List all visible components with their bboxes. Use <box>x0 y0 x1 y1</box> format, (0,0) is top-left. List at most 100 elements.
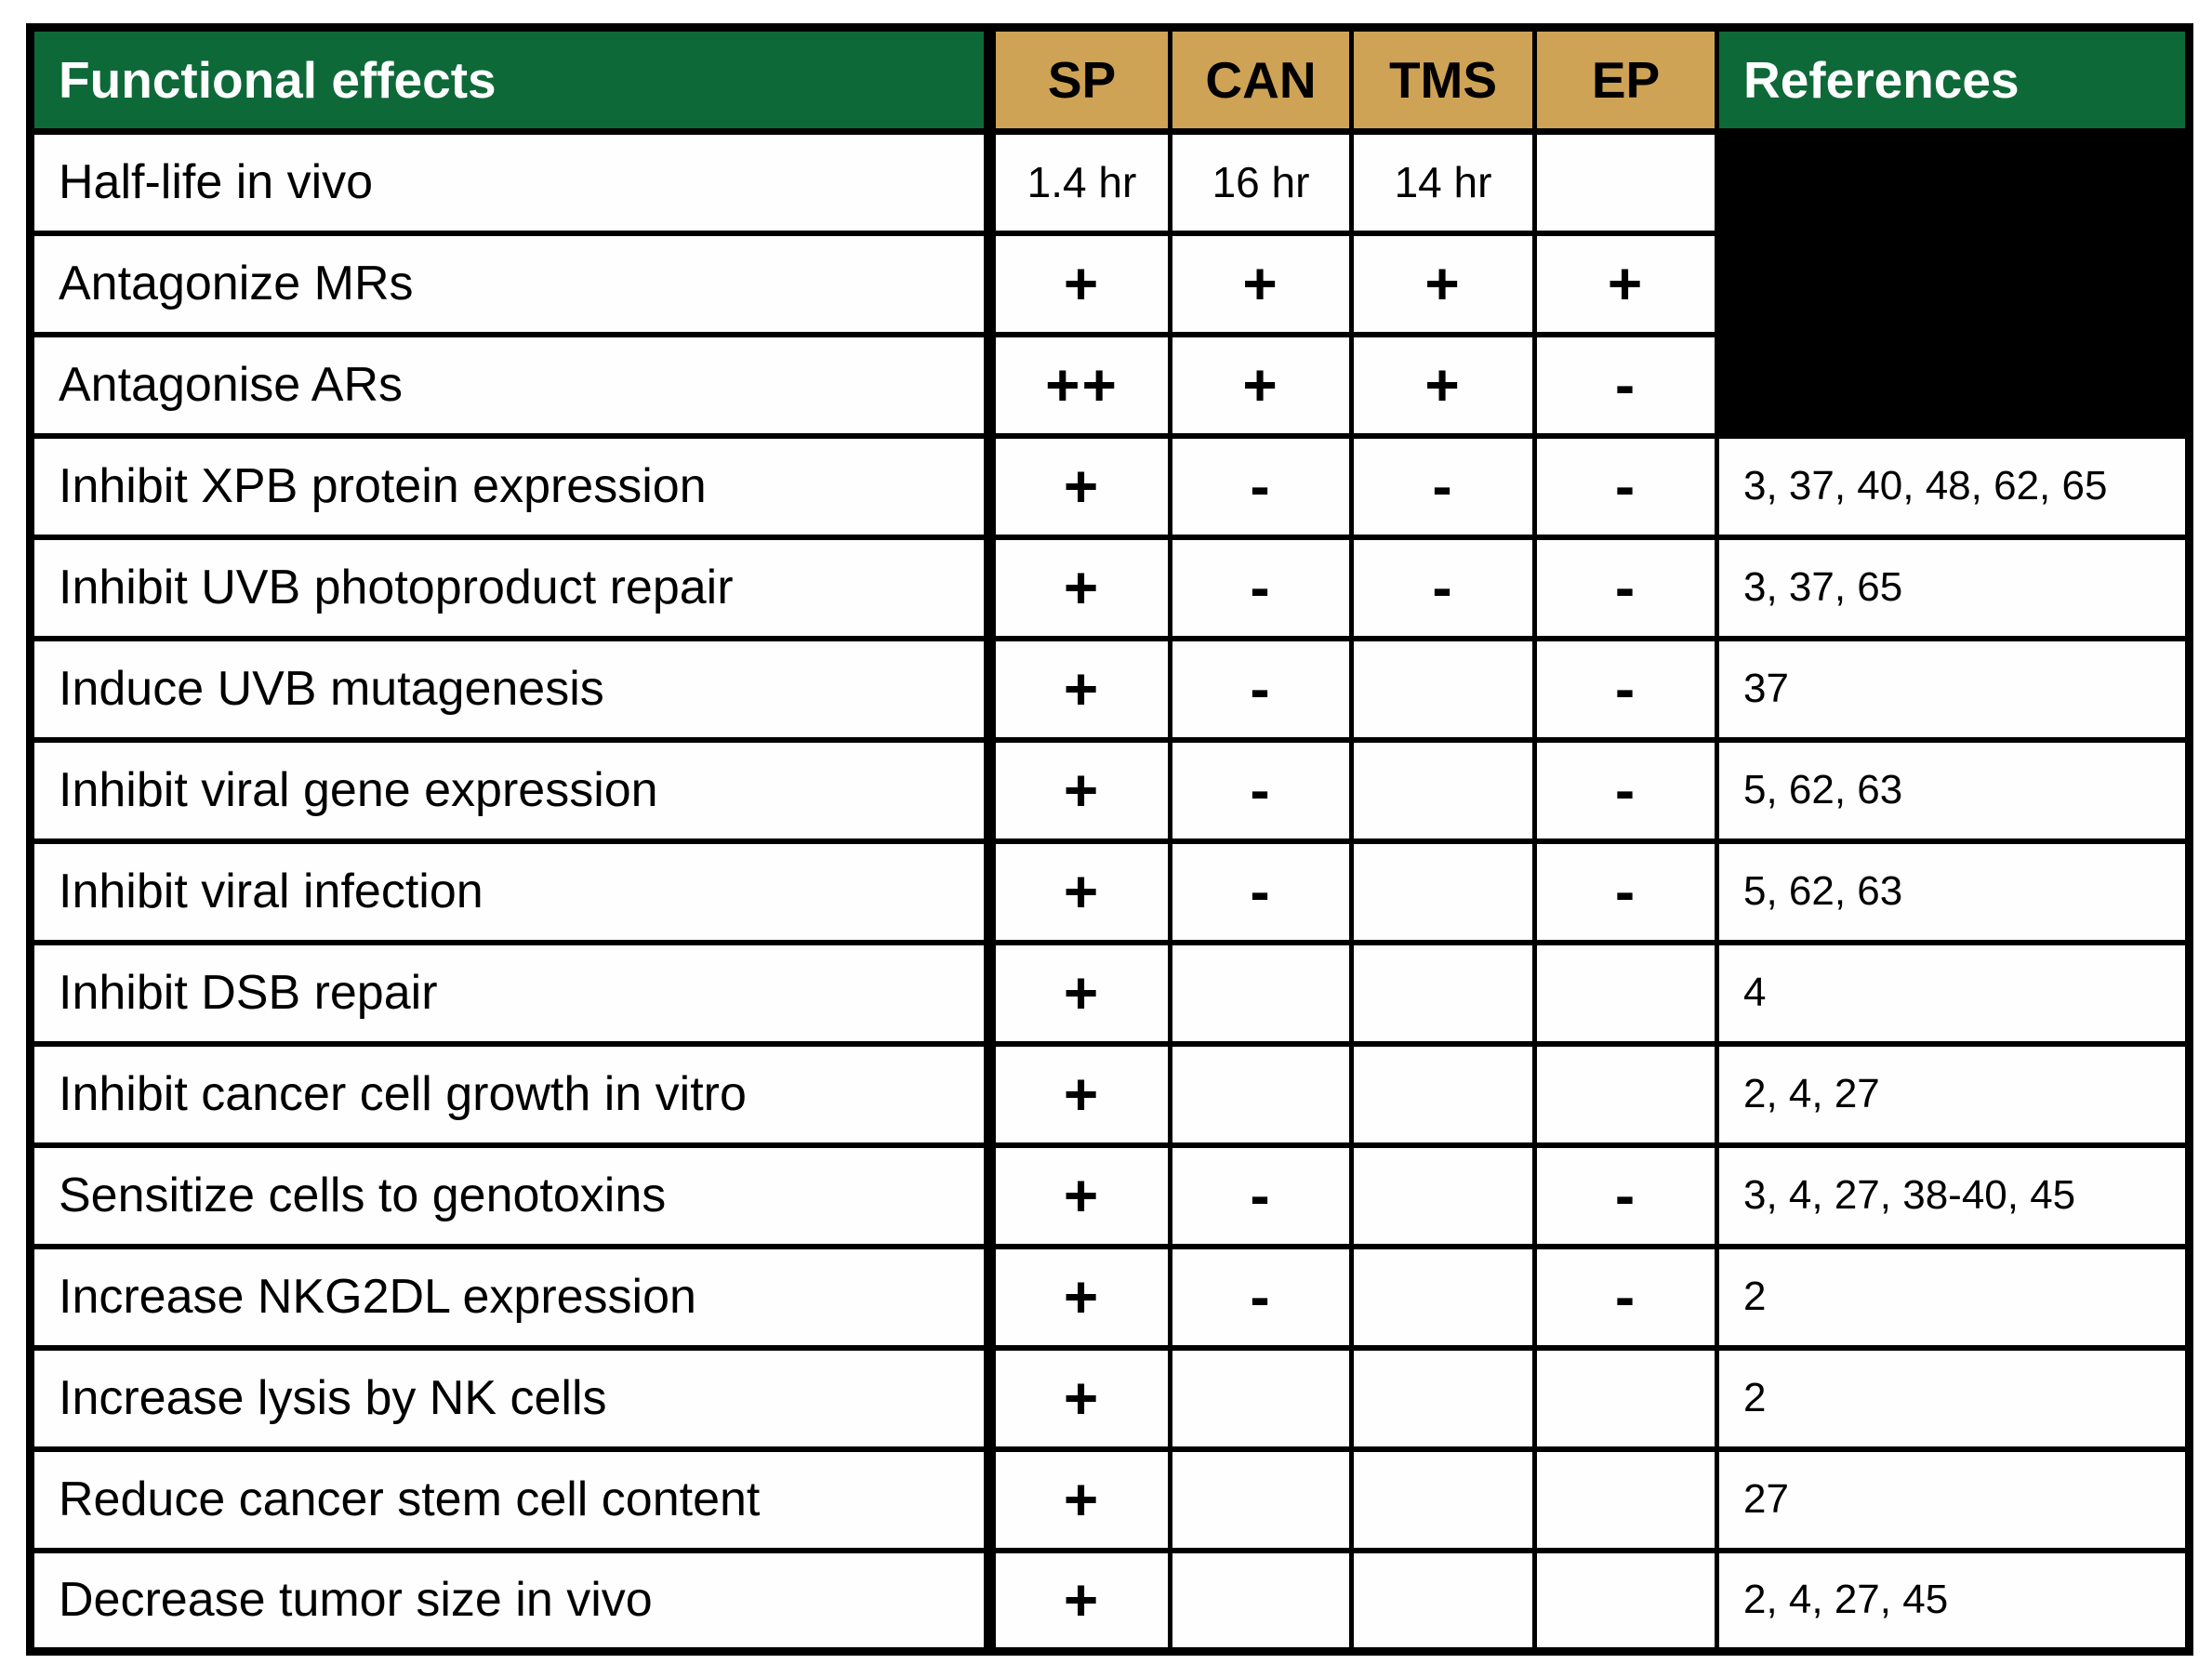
cell-tms <box>1349 1040 1537 1148</box>
cell-sp: + <box>987 635 1172 743</box>
cell-can: - <box>1168 635 1354 743</box>
table-row: Antagonize MRs + + + + <box>28 230 2192 337</box>
table-row: Increase NKG2DL expression + - - 2 <box>28 1243 2192 1351</box>
cell-sp: + <box>987 736 1172 844</box>
cell-ep: - <box>1532 736 1719 844</box>
row-label: Inhibit viral gene expression <box>28 736 996 844</box>
table-row: Inhibit cancer cell growth in vitro + 2,… <box>28 1040 2192 1148</box>
cell-can <box>1168 939 1354 1047</box>
header-sp: SP <box>987 24 1172 135</box>
table-row: Inhibit viral gene expression + - - 5, 6… <box>28 736 2192 844</box>
cell-sp: + <box>987 939 1172 1047</box>
cell-sp: + <box>987 230 1172 337</box>
cell-sp: + <box>987 1142 1172 1249</box>
cell-tms: - <box>1349 534 1537 641</box>
header-row: Functional effects SP CAN TMS EP Referen… <box>28 24 2192 135</box>
cell-tms: - <box>1349 432 1537 540</box>
cell-references: 2 <box>1715 1344 2192 1452</box>
row-label: Inhibit cancer cell growth in vitro <box>28 1040 996 1148</box>
header-references: References <box>1715 24 2192 135</box>
table-body: Half-life in vivo 1.4 hr 16 hr 14 hr Ant… <box>28 128 2192 1655</box>
row-label: Decrease tumor size in vivo <box>28 1547 996 1655</box>
cell-references <box>1715 128 2192 236</box>
table-row: Inhibit UVB photoproduct repair + - - - … <box>28 534 2192 641</box>
row-label: Inhibit XPB protein expression <box>28 432 996 540</box>
cell-can <box>1168 1446 1354 1553</box>
row-label: Increase NKG2DL expression <box>28 1243 996 1351</box>
cell-ep: - <box>1532 432 1719 540</box>
cell-ep: - <box>1532 1142 1719 1249</box>
cell-references: 2, 4, 27 <box>1715 1040 2192 1148</box>
cell-ep: - <box>1532 635 1719 743</box>
row-label: Sensitize cells to genotoxins <box>28 1142 996 1249</box>
cell-references: 4 <box>1715 939 2192 1047</box>
cell-can: - <box>1168 736 1354 844</box>
header-functional-effects: Functional effects <box>28 24 996 135</box>
cell-ep: - <box>1532 838 1719 945</box>
cell-ep <box>1532 1040 1719 1148</box>
cell-tms <box>1349 736 1537 844</box>
table-row: Inhibit viral infection + - - 5, 62, 63 <box>28 838 2192 945</box>
cell-references <box>1715 230 2192 337</box>
table-row: Half-life in vivo 1.4 hr 16 hr 14 hr <box>28 128 2192 236</box>
table-row: Induce UVB mutagenesis + - - 37 <box>28 635 2192 743</box>
cell-references: 2 <box>1715 1243 2192 1351</box>
cell-can: + <box>1168 230 1354 337</box>
cell-references <box>1715 331 2192 439</box>
cell-ep: + <box>1532 230 1719 337</box>
cell-references: 3, 4, 27, 38-40, 45 <box>1715 1142 2192 1249</box>
cell-can: - <box>1168 1142 1354 1249</box>
cell-tms: + <box>1349 331 1537 439</box>
cell-ep <box>1532 1446 1719 1553</box>
cell-can: - <box>1168 1243 1354 1351</box>
cell-ep <box>1532 1547 1719 1655</box>
cell-tms <box>1349 1547 1537 1655</box>
cell-tms <box>1349 939 1537 1047</box>
cell-sp: + <box>987 1243 1172 1351</box>
cell-references: 27 <box>1715 1446 2192 1553</box>
header-ep: EP <box>1532 24 1719 135</box>
cell-can: - <box>1168 432 1354 540</box>
row-label: Antagonise ARs <box>28 331 996 439</box>
table-row: Inhibit XPB protein expression + - - - 3… <box>28 432 2192 540</box>
cell-sp: + <box>987 432 1172 540</box>
row-label: Inhibit UVB photoproduct repair <box>28 534 996 641</box>
cell-sp: + <box>987 838 1172 945</box>
cell-tms <box>1349 1243 1537 1351</box>
cell-sp: 1.4 hr <box>987 128 1172 236</box>
cell-sp: ++ <box>987 331 1172 439</box>
cell-ep: - <box>1532 1243 1719 1351</box>
cell-tms <box>1349 1446 1537 1553</box>
cell-can: 16 hr <box>1168 128 1354 236</box>
row-label: Reduce cancer stem cell content <box>28 1446 996 1553</box>
cell-references: 37 <box>1715 635 2192 743</box>
cell-references: 2, 4, 27, 45 <box>1715 1547 2192 1655</box>
cell-ep: - <box>1532 534 1719 641</box>
cell-references: 5, 62, 63 <box>1715 838 2192 945</box>
row-label: Inhibit DSB repair <box>28 939 996 1047</box>
cell-ep <box>1532 128 1719 236</box>
cell-tms <box>1349 1142 1537 1249</box>
cell-can: - <box>1168 534 1354 641</box>
row-label: Induce UVB mutagenesis <box>28 635 996 743</box>
cell-sp: + <box>987 1040 1172 1148</box>
table-row: Reduce cancer stem cell content + 27 <box>28 1446 2192 1553</box>
cell-tms: 14 hr <box>1349 128 1537 236</box>
header-tms: TMS <box>1349 24 1537 135</box>
header-can: CAN <box>1168 24 1354 135</box>
cell-references: 3, 37, 40, 48, 62, 65 <box>1715 432 2192 540</box>
cell-can: + <box>1168 331 1354 439</box>
cell-references: 5, 62, 63 <box>1715 736 2192 844</box>
cell-sp: + <box>987 1344 1172 1452</box>
cell-ep <box>1532 939 1719 1047</box>
table-row: Antagonise ARs ++ + + - <box>28 331 2192 439</box>
cell-tms <box>1349 635 1537 743</box>
cell-can: - <box>1168 838 1354 945</box>
cell-tms: + <box>1349 230 1537 337</box>
cell-can <box>1168 1547 1354 1655</box>
row-label: Inhibit viral infection <box>28 838 996 945</box>
cell-tms <box>1349 1344 1537 1452</box>
cell-references: 3, 37, 65 <box>1715 534 2192 641</box>
cell-sp: + <box>987 1446 1172 1553</box>
row-label: Increase lysis by NK cells <box>28 1344 996 1452</box>
